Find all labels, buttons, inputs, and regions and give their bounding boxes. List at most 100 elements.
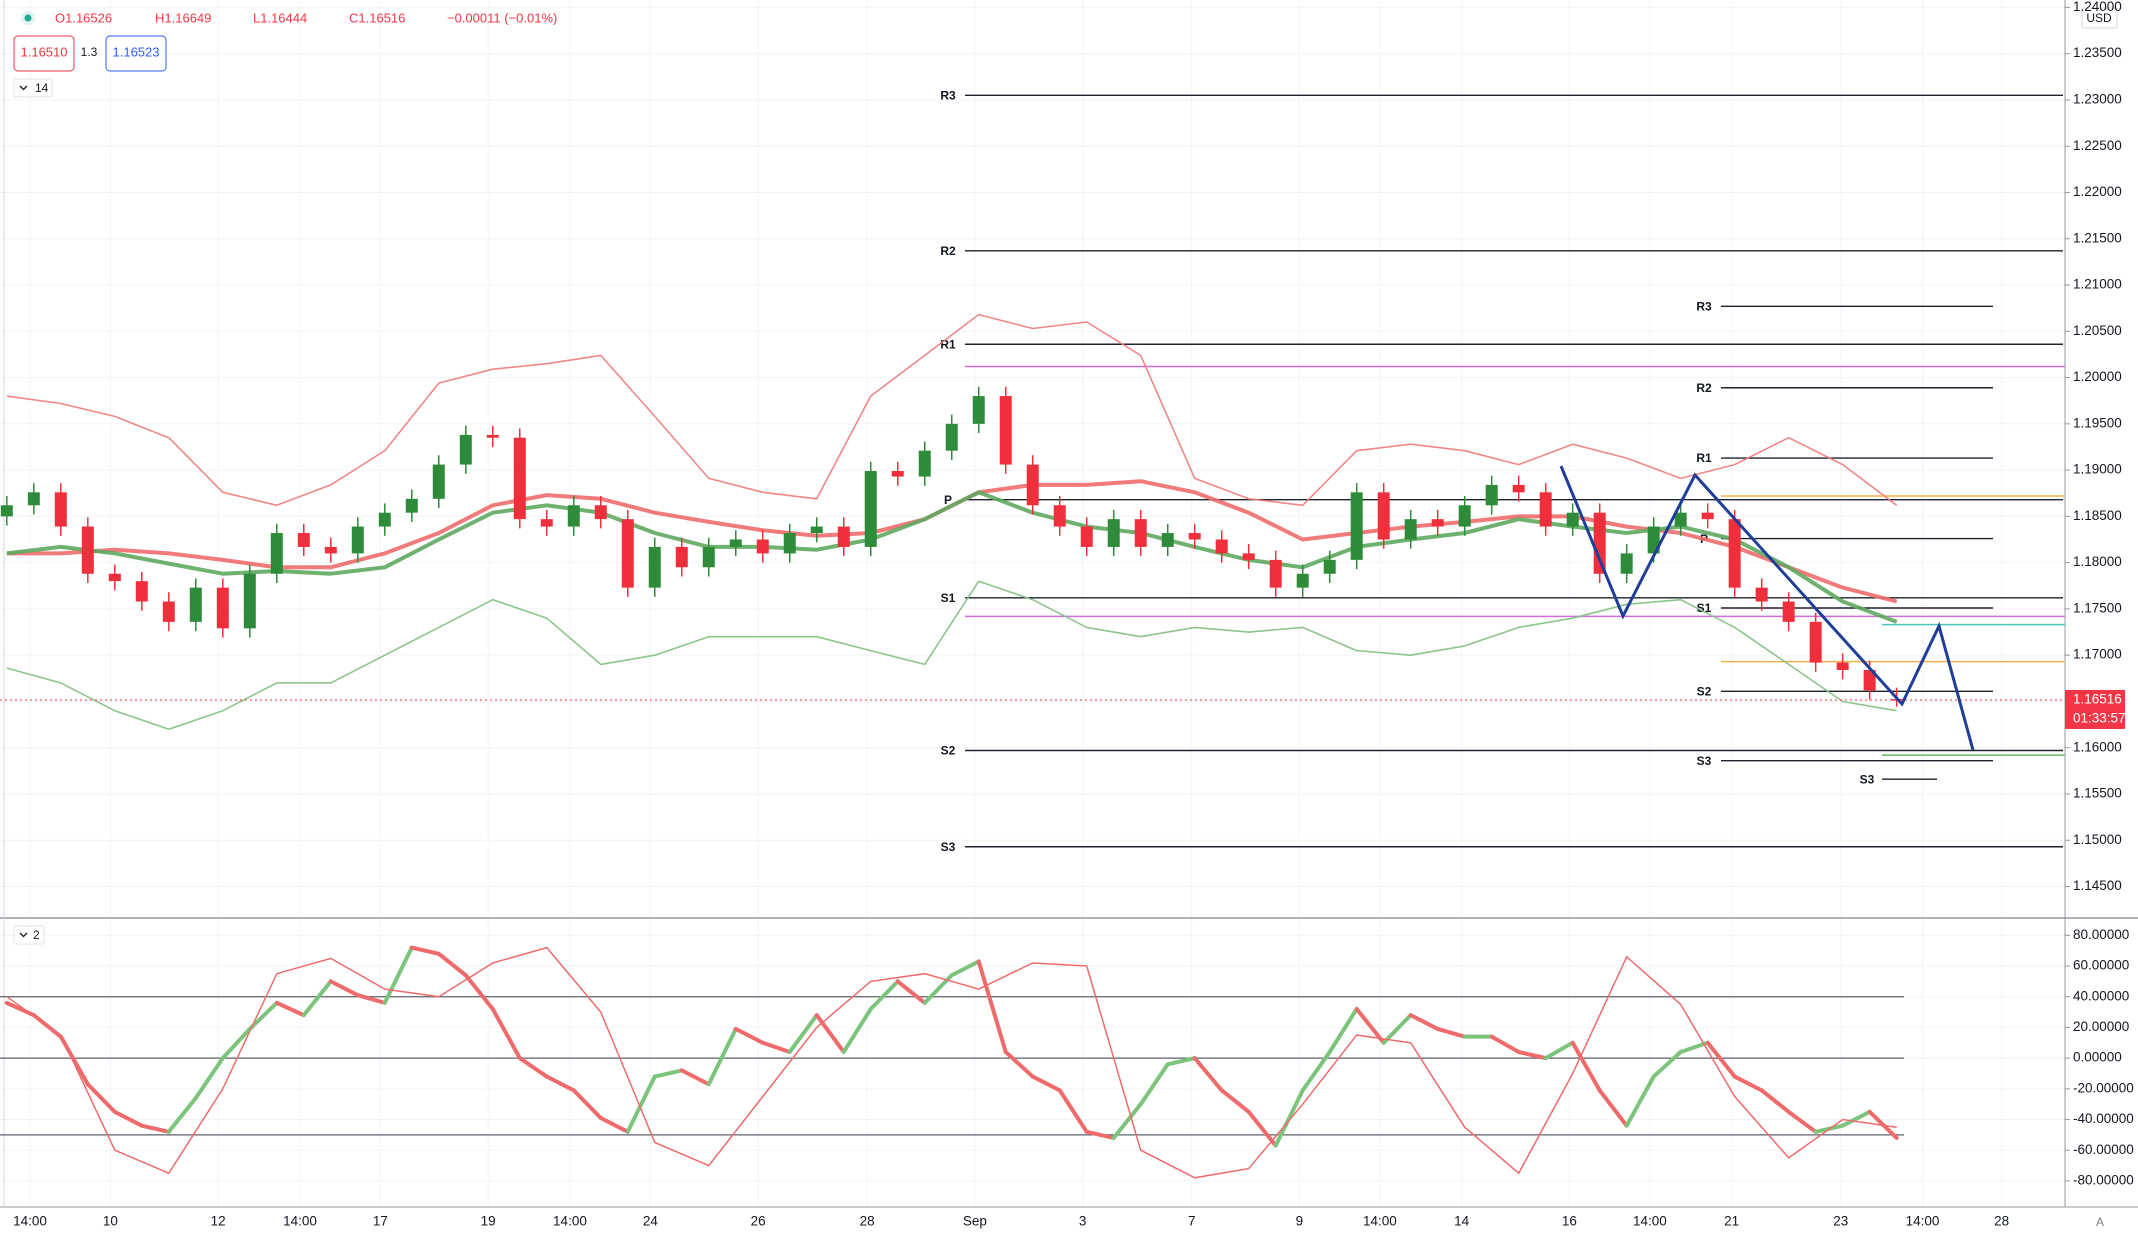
oscillator-segment xyxy=(517,1056,549,1079)
oscillator-segment xyxy=(1354,1007,1386,1045)
y-tick-label: 1.21500 xyxy=(2073,230,2122,245)
candle-body xyxy=(216,587,229,629)
ohlc-item: O1.16526 xyxy=(55,10,112,25)
oscillator-segment xyxy=(625,1074,657,1134)
pivot-label: S2 xyxy=(941,744,956,758)
oscillator-segment xyxy=(1327,1007,1359,1054)
ask-price: 1.16523 xyxy=(113,44,160,59)
oscillator-segment xyxy=(328,979,360,998)
zigzag-drawing[interactable] xyxy=(1559,465,1975,751)
indicator-toggle[interactable] xyxy=(13,78,53,98)
candle-body xyxy=(1080,526,1093,547)
candle-body xyxy=(1728,519,1741,588)
ohlc-item: C1.16516 xyxy=(349,10,405,25)
pivot-label: S1 xyxy=(1697,601,1712,615)
oscillator-segment xyxy=(949,959,981,978)
oscillator-segment xyxy=(1786,1109,1818,1134)
x-tick-label: 7 xyxy=(1188,1214,1196,1229)
oscillator-segment xyxy=(463,973,495,1012)
auto-scale-button[interactable]: A xyxy=(2096,1215,2104,1229)
oscillator-segment xyxy=(895,979,927,1005)
candle-body xyxy=(1161,533,1174,547)
candle-body xyxy=(675,546,688,568)
pivot-label: P xyxy=(944,493,952,507)
oscillator-segment xyxy=(139,1123,171,1134)
y-tick-label: 1.22500 xyxy=(2073,138,2122,153)
candle-body xyxy=(702,546,715,568)
pivot-label: S3 xyxy=(1860,772,1875,786)
oscillator-segment xyxy=(166,1096,198,1134)
y-tick-label: -60.00000 xyxy=(2073,1142,2134,1157)
oscillator-toggle[interactable] xyxy=(13,925,45,945)
oscillator-segment xyxy=(355,993,387,1005)
candle-body xyxy=(1188,533,1201,540)
oscillator-segment xyxy=(1111,1102,1143,1140)
y-tick-label: 1.24000 xyxy=(2073,0,2122,14)
pivot-label: R2 xyxy=(1696,381,1712,395)
candle-body xyxy=(1377,492,1390,540)
candle-body xyxy=(459,434,472,465)
oscillator-segment xyxy=(1138,1062,1170,1107)
oscillator-segment xyxy=(1192,1056,1224,1093)
currency: USD xyxy=(2086,11,2112,25)
candle-body xyxy=(1404,519,1417,540)
candle-body xyxy=(648,546,661,588)
oscillator-segment xyxy=(571,1088,603,1120)
oscillator-segment xyxy=(1624,1074,1656,1128)
candle-body xyxy=(405,498,418,513)
x-tick-label: 14:00 xyxy=(1363,1214,1397,1229)
oscillator-period: 2 xyxy=(33,928,40,942)
overlay-line xyxy=(6,313,1898,507)
x-tick-label: 17 xyxy=(373,1214,388,1229)
oscillator-segment xyxy=(652,1068,684,1079)
x-tick-label: 14:00 xyxy=(553,1214,587,1229)
oscillator-segment xyxy=(382,945,414,1005)
chevron xyxy=(19,85,28,91)
oscillator-segment xyxy=(1597,1088,1629,1128)
y-tick-label: 1.15000 xyxy=(2073,832,2122,847)
candle-body xyxy=(351,526,364,554)
y-tick-label: 20.00000 xyxy=(2073,1019,2129,1034)
last-price-label: 1.16516 xyxy=(2073,692,2122,707)
x-tick-label: 16 xyxy=(1562,1214,1577,1229)
oscillator-segment xyxy=(490,1007,522,1061)
y-tick-label: 1.17000 xyxy=(2073,647,2122,662)
oscillator-segment xyxy=(679,1068,711,1087)
oscillator-segment xyxy=(1057,1088,1089,1134)
oscillator-segment xyxy=(247,1000,279,1031)
candle-body xyxy=(567,505,580,527)
oscillator-segment xyxy=(1489,1034,1521,1054)
x-tick-label: 14:00 xyxy=(1633,1214,1667,1229)
y-tick-label: 1.16000 xyxy=(2073,739,2122,754)
candle-body xyxy=(0,505,13,517)
y-tick-label: 1.15500 xyxy=(2073,786,2122,801)
y-tick-label: 1.18000 xyxy=(2073,554,2122,569)
ask-box[interactable] xyxy=(105,35,167,72)
candle-body xyxy=(1620,553,1633,574)
x-tick-label: 3 xyxy=(1079,1214,1087,1229)
oscillator-segment xyxy=(1300,1049,1332,1093)
oscillator-segment xyxy=(760,1040,792,1054)
pivot-label: R1 xyxy=(940,337,956,351)
candle-body xyxy=(324,546,337,554)
bid-box[interactable] xyxy=(13,35,75,72)
pivot-label: S3 xyxy=(1697,754,1712,768)
oscillator-segment xyxy=(1084,1129,1116,1140)
oscillator-segment xyxy=(1273,1088,1305,1148)
candle-body xyxy=(1026,464,1039,506)
pivot-label: S3 xyxy=(941,840,956,854)
candle-body xyxy=(1539,492,1552,527)
candle-body xyxy=(162,601,175,622)
x-tick-label: 26 xyxy=(751,1214,766,1229)
candle-body xyxy=(108,573,121,582)
currency-box[interactable] xyxy=(2081,7,2118,29)
candle-body xyxy=(1053,505,1066,527)
candle-body xyxy=(81,526,94,574)
oscillator-segment xyxy=(787,1013,819,1054)
candle-body xyxy=(999,396,1012,465)
oscillator-segment xyxy=(868,979,900,1012)
y-tick-label: -40.00000 xyxy=(2073,1111,2134,1126)
y-tick-label: 1.20500 xyxy=(2073,323,2122,338)
x-tick-label: 28 xyxy=(1994,1214,2009,1229)
